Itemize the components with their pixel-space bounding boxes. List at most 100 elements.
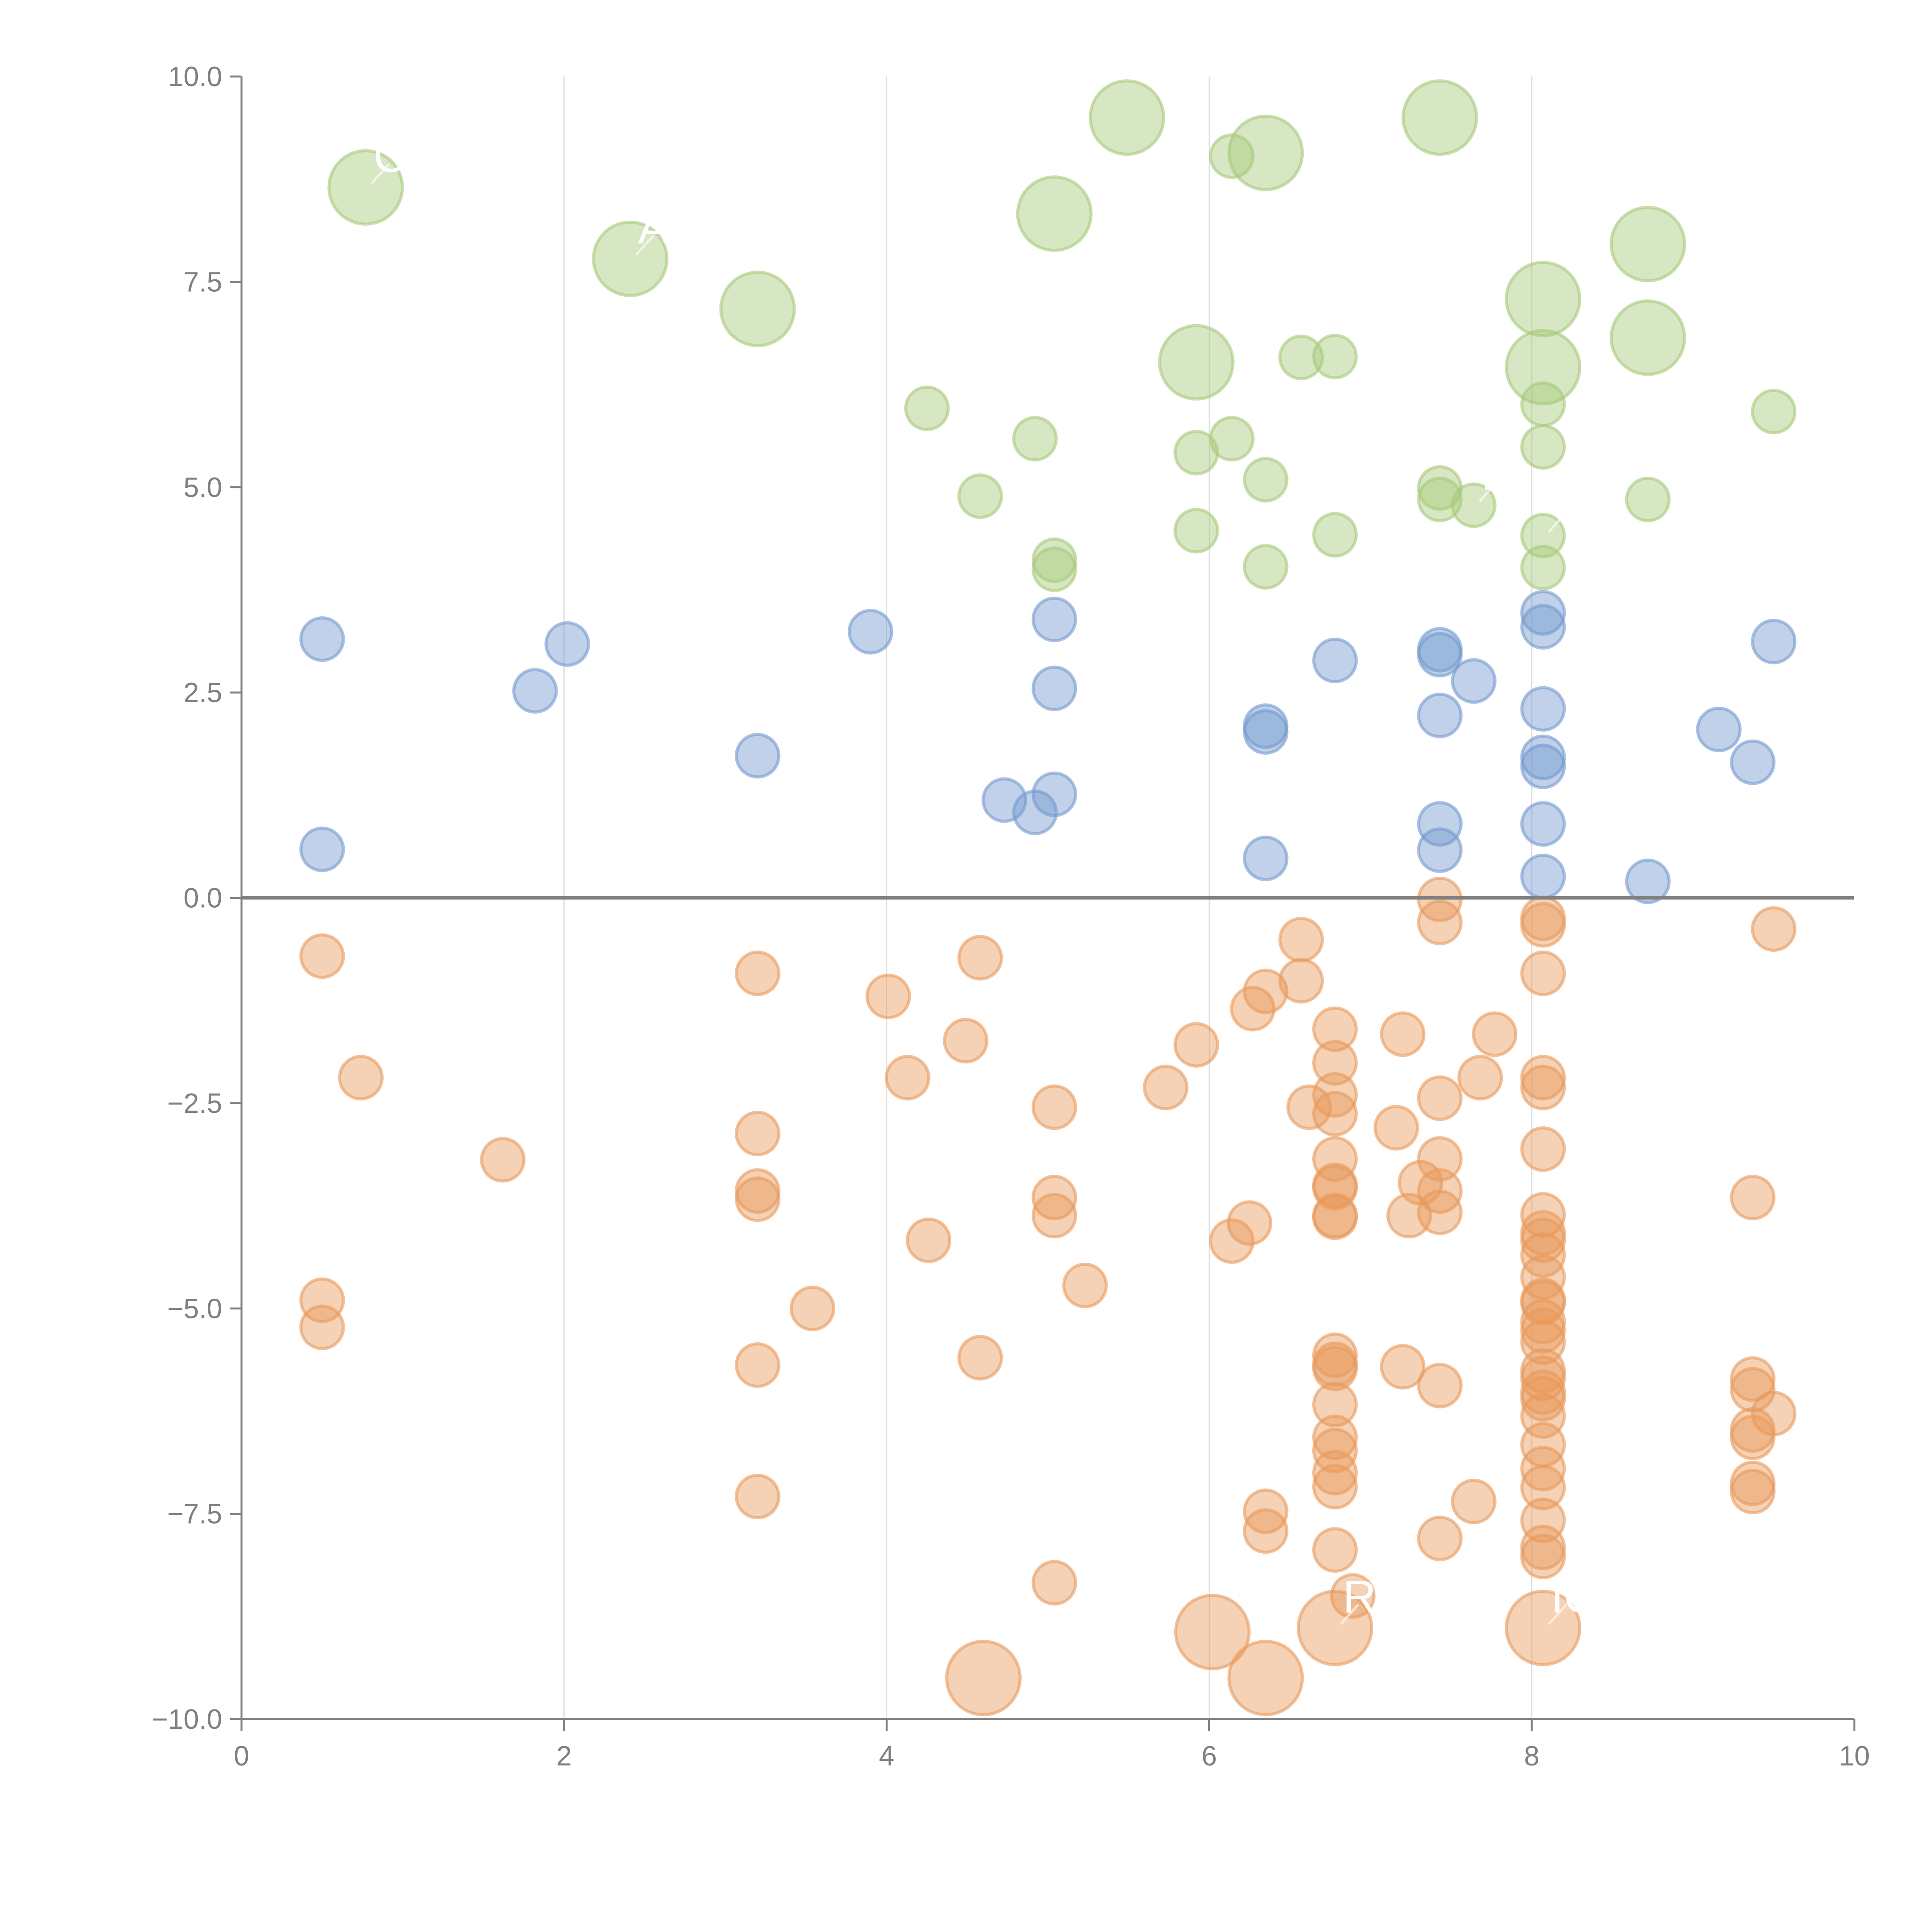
- orange-bubble: [1278, 917, 1324, 963]
- y-tick-label: −5.0: [167, 1293, 222, 1324]
- orange-bubble: [1031, 1193, 1077, 1239]
- blue-bubble: [299, 616, 345, 662]
- orange-bubble: [735, 951, 781, 997]
- orange-bubble: [299, 1277, 345, 1323]
- orange-bubble: [1520, 1065, 1566, 1111]
- orange-bubble: [735, 1342, 781, 1388]
- blue-bubble: [1031, 596, 1077, 642]
- orange-bubble: [1226, 1200, 1272, 1246]
- orange-bubble: [735, 1176, 781, 1222]
- orange-bubble: [1417, 1136, 1463, 1182]
- orange-bubble: [1312, 1072, 1358, 1118]
- orange-bubble: [957, 1335, 1003, 1381]
- green-bubble: [1312, 333, 1358, 379]
- green-bubble: [1016, 175, 1093, 252]
- green-bubble: [1243, 544, 1289, 590]
- orange-bubble: [1751, 1391, 1797, 1437]
- bubble-label: R: [1343, 1571, 1376, 1622]
- orange-bubble: [1730, 1175, 1776, 1221]
- blue-bubble: [1012, 789, 1058, 835]
- orange-bubble: [865, 973, 911, 1019]
- blue-bubble: [1625, 858, 1671, 904]
- orange-bubble: [1520, 1446, 1566, 1492]
- orange-bubble: [957, 935, 1003, 981]
- orange-bubble: [1173, 1022, 1219, 1068]
- blue-bubble: [1696, 706, 1742, 752]
- bubble-label: P: [1481, 448, 1512, 500]
- bubble-label: A: [638, 202, 669, 253]
- orange-bubble: [943, 1018, 989, 1064]
- orange-bubble: [884, 1054, 930, 1100]
- orange-bubble: [1520, 1497, 1566, 1543]
- blue-bubble: [1243, 709, 1289, 755]
- label-leader-line: [635, 235, 655, 256]
- orange-bubble: [1286, 1084, 1332, 1130]
- orange-bubble: [1312, 1414, 1358, 1460]
- orange-bubble: [1520, 1464, 1566, 1510]
- orange-bubble: [1730, 1469, 1776, 1515]
- orange-bubble: [1417, 900, 1463, 946]
- green-bubble: [1625, 476, 1671, 522]
- orange-bubble: [1520, 1534, 1566, 1580]
- orange-bubble: [1472, 1011, 1518, 1057]
- orange-bubble: [1520, 902, 1566, 948]
- tick-labels: 10.0 7.5 5.0 2.5 0.0 −2.5 −5.0 −7.5 −10.0 0 2 4 6 8 10: [152, 61, 1870, 1772]
- orange-bubble: [1278, 958, 1324, 1004]
- orange-bubble: [1417, 1189, 1463, 1235]
- orange-bubble: [1417, 1515, 1463, 1561]
- blue-bubble: [1520, 590, 1566, 636]
- green-bubble: [1520, 424, 1566, 470]
- orange-bubble: [1243, 1508, 1289, 1554]
- orange-bubble: [1312, 1006, 1358, 1052]
- blue-bubble: [1031, 665, 1077, 711]
- label-leader-line: [1548, 1604, 1567, 1625]
- orange-bubble: [1031, 1560, 1077, 1606]
- y-tick-label: 0.0: [184, 883, 222, 914]
- green-bubble: [1173, 430, 1219, 476]
- orange-bubble: [1312, 1381, 1358, 1427]
- blue-bubble: [1417, 801, 1463, 847]
- green-bubble: [1505, 329, 1582, 406]
- orange-bubble: [1373, 1105, 1419, 1151]
- orange-bubble: [299, 933, 345, 979]
- blue-bubble: [1751, 619, 1797, 665]
- orange-bubble: [1312, 1527, 1358, 1573]
- y-tick-label: −2.5: [167, 1088, 222, 1119]
- x-tick-label: 6: [1201, 1741, 1217, 1772]
- orange-bubble: [1520, 1054, 1566, 1100]
- green-bubble: [1158, 324, 1235, 401]
- label-leader-line: [1548, 512, 1567, 533]
- green-bubble: [1312, 512, 1358, 558]
- blue-bubble: [1417, 692, 1463, 738]
- y-tick-label: 10.0: [168, 61, 222, 92]
- green-bubble: [1505, 261, 1582, 338]
- orange-bubble: [1312, 1450, 1358, 1496]
- blue-bubble: [512, 668, 558, 714]
- blue-bubble: [299, 827, 345, 872]
- green-bubble: [719, 270, 796, 347]
- bubble-layer: [299, 79, 1797, 1716]
- orange-bubble: [1520, 1217, 1566, 1263]
- orange-bubble: [1451, 1478, 1497, 1524]
- green-bubble: [1227, 114, 1304, 191]
- orange-bubble: [1380, 1011, 1426, 1057]
- orange-bubble: [906, 1217, 952, 1263]
- green-bubble: [1609, 206, 1686, 282]
- orange-bubble: [1031, 1084, 1077, 1130]
- bubble-labels: C A PV R IC: [371, 130, 1597, 1625]
- orange-bubble: [735, 1473, 781, 1519]
- orange-bubble: [1457, 1054, 1503, 1100]
- label-leader-line: [1478, 481, 1498, 502]
- orange-bubble: [1520, 1126, 1566, 1172]
- green-bubble: [904, 385, 950, 431]
- blue-bubble: [1417, 827, 1463, 873]
- green-bubble: [1278, 334, 1324, 380]
- orange-bubble: [1312, 1091, 1358, 1137]
- y-tick-label: −10.0: [152, 1704, 222, 1735]
- green-bubble: [1520, 381, 1566, 427]
- orange-bubble: [735, 1111, 781, 1156]
- x-tick-label: 8: [1524, 1741, 1539, 1772]
- blue-bubble: [1520, 604, 1566, 650]
- blue-bubble: [1312, 638, 1358, 684]
